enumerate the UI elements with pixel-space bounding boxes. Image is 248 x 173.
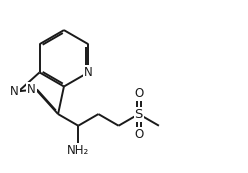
Text: S: S	[135, 108, 143, 121]
Text: O: O	[134, 87, 143, 100]
Text: N: N	[10, 85, 19, 98]
Text: N: N	[84, 66, 93, 79]
Text: O: O	[134, 128, 143, 141]
Text: N: N	[27, 83, 36, 96]
Text: NH₂: NH₂	[67, 144, 89, 157]
